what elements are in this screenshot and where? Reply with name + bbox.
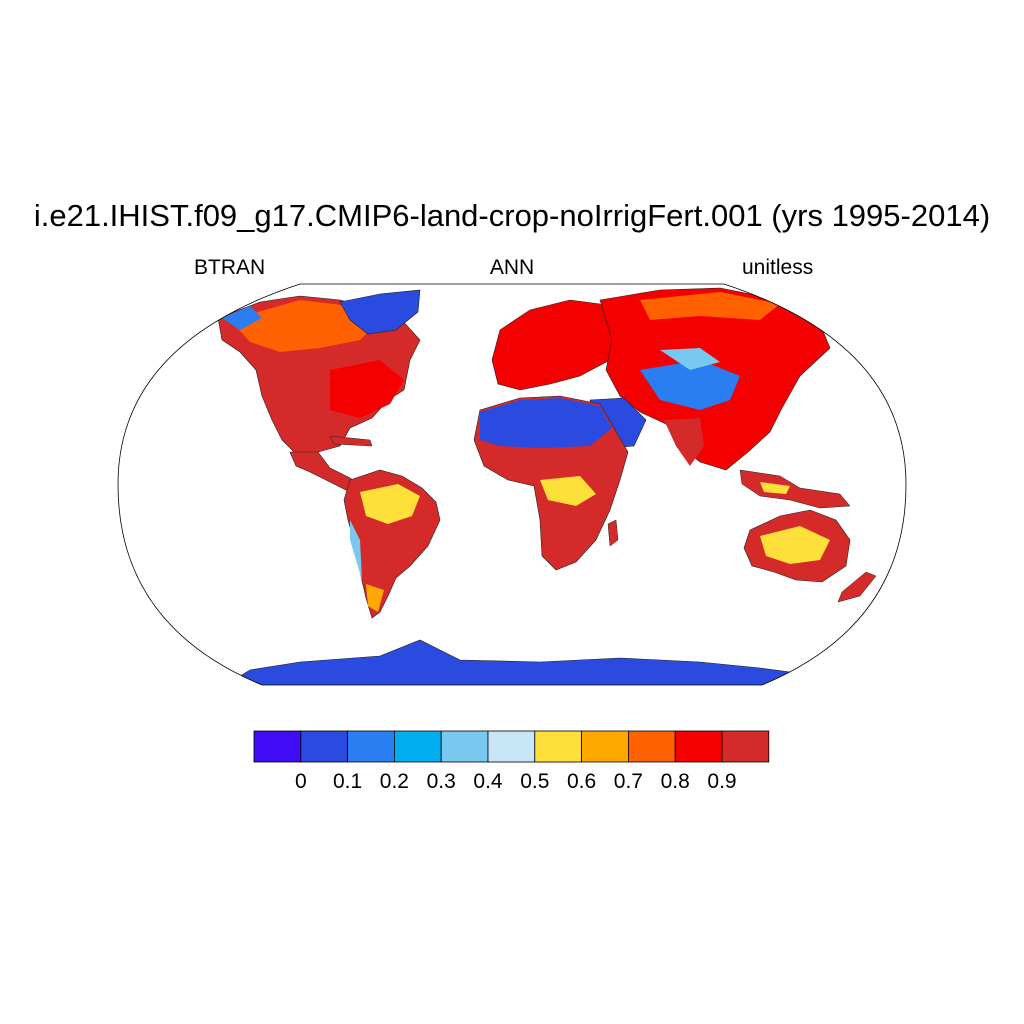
colorbar-swatch <box>534 730 582 763</box>
colorbar-swatch <box>721 730 770 763</box>
land-fill-layer <box>198 287 877 685</box>
colorbar-tick-label: 0.9 <box>707 770 737 793</box>
colorbar-tick-label: 0.7 <box>613 770 643 793</box>
new-zealand <box>837 571 877 603</box>
map-frame <box>117 283 907 686</box>
units-label: unitless <box>742 256 814 279</box>
colorbar-tick-label: 0.2 <box>379 770 409 793</box>
colorbar-swatch <box>674 730 723 763</box>
greenland <box>339 289 421 335</box>
sahara <box>480 398 612 448</box>
colorbar-tick-label: 0.8 <box>660 770 690 793</box>
asia-dry-blue <box>640 360 740 410</box>
colorbar-tick-label: 0.3 <box>426 770 456 793</box>
colorbar-swatch <box>628 730 676 763</box>
colorbar-swatch <box>581 730 629 763</box>
siberia-orange <box>640 292 780 320</box>
indonesia-mid <box>760 482 790 494</box>
caribbean <box>329 435 373 447</box>
map-title: i.e21.IHIST.f09_g17.CMIP6-land-crop-noIr… <box>33 198 991 233</box>
colorbar-swatch <box>440 730 489 763</box>
canada-north-blue <box>222 306 262 330</box>
andes-blue <box>350 520 362 580</box>
se-asia-islands <box>739 469 851 509</box>
colorbar-swatch <box>393 730 442 763</box>
colorbar-swatch <box>487 730 536 763</box>
colorbar-tick-label: 0.5 <box>520 770 550 793</box>
colorbar-tick-label: 0.1 <box>332 770 363 793</box>
antarctica <box>198 639 821 685</box>
colorbar-tick-label: 0.4 <box>473 770 503 793</box>
season-label: ANN <box>489 256 535 279</box>
amazon-mid <box>360 484 420 524</box>
asia-light-blue <box>660 348 720 370</box>
australia-mid <box>760 526 830 564</box>
india <box>664 418 704 466</box>
africa-mid <box>540 476 596 506</box>
europe <box>491 299 621 391</box>
colorbar-swatch <box>347 730 395 763</box>
colorbar <box>253 730 770 763</box>
variable-label: BTRAN <box>194 256 266 279</box>
patagonia-mid <box>366 584 384 612</box>
north-america-north <box>230 300 380 352</box>
colorbar-tick-label: 0 <box>294 770 307 793</box>
colorbar-tick-label: 0.6 <box>566 770 597 793</box>
north-america-east <box>330 360 404 418</box>
colorbar-swatch <box>253 730 302 763</box>
colorbar-swatch <box>300 730 348 763</box>
madagascar <box>607 519 619 547</box>
